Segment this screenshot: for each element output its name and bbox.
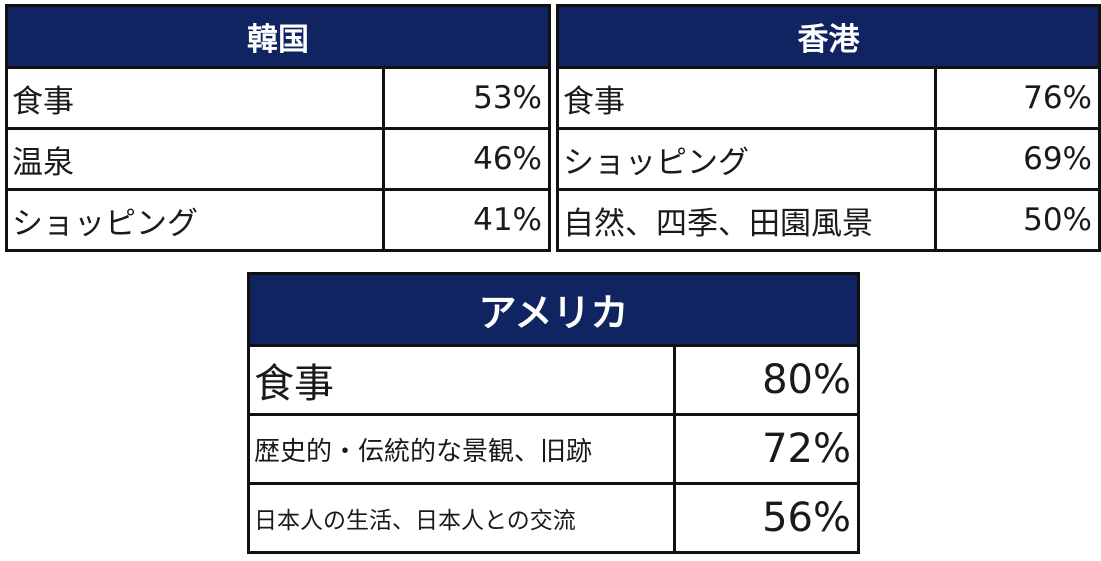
row-label: 食事 (556, 66, 937, 130)
table-row: 温泉 46% (5, 127, 551, 191)
row-value: 56% (672, 482, 861, 554)
row-value: 69% (934, 127, 1101, 191)
row-value: 41% (382, 188, 551, 252)
row-value: 50% (934, 188, 1101, 252)
table-row: ショッピング 41% (5, 188, 551, 252)
usa-table: アメリカ 食事 80% 歴史的・伝統的な景観、旧跡 72% 日本人の生活、日本人… (246, 272, 861, 554)
row-label: 自然、四季、田園風景 (556, 188, 937, 252)
row-value: 80% (672, 344, 861, 416)
row-label: 食事 (5, 66, 385, 130)
row-label: 日本人の生活、日本人との交流 (247, 482, 676, 554)
table-row: 日本人の生活、日本人との交流 56% (247, 482, 861, 554)
hongkong-title: 香港 (556, 4, 1101, 69)
row-value: 76% (934, 66, 1101, 130)
table-row: 食事 76% (556, 66, 1101, 130)
row-value: 46% (382, 127, 551, 191)
table-row: 食事 80% (247, 344, 861, 416)
row-value: 72% (672, 413, 861, 485)
row-label: 温泉 (5, 127, 385, 191)
korea-title: 韓国 (5, 4, 551, 69)
table-row: 自然、四季、田園風景 50% (556, 188, 1101, 252)
korea-table: 韓国 食事 53% 温泉 46% ショッピング 41% (5, 4, 551, 252)
row-label: ショッピング (556, 127, 937, 191)
table-row: 食事 53% (5, 66, 551, 130)
hongkong-table: 香港 食事 76% ショッピング 69% 自然、四季、田園風景 50% (556, 4, 1101, 252)
row-label: 歴史的・伝統的な景観、旧跡 (247, 413, 676, 485)
usa-title: アメリカ (246, 272, 861, 347)
row-label: 食事 (247, 344, 676, 416)
table-row: ショッピング 69% (556, 127, 1101, 191)
row-label: ショッピング (5, 188, 385, 252)
row-value: 53% (382, 66, 551, 130)
table-row: 歴史的・伝統的な景観、旧跡 72% (247, 413, 861, 485)
